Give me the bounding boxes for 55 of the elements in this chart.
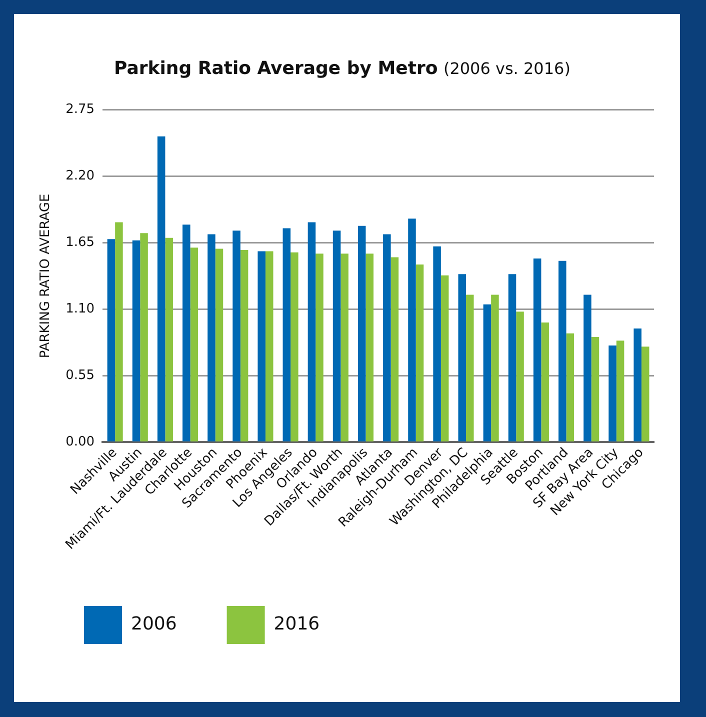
bar (608, 345, 616, 442)
bar (533, 258, 542, 442)
bar (466, 294, 474, 442)
bar (416, 264, 424, 442)
bar (132, 240, 140, 442)
bar (641, 346, 650, 442)
bar (390, 257, 399, 442)
bar (282, 228, 291, 442)
y-tick-label: 0.00 (66, 434, 95, 450)
y-axis-title: PARKING RATIO AVERAGE (38, 194, 54, 358)
y-tick-label: 1.10 (66, 302, 95, 317)
bar (516, 312, 524, 442)
bar (491, 294, 499, 442)
bar (508, 274, 516, 442)
bar (458, 274, 466, 442)
bar (308, 222, 316, 442)
bar (366, 254, 374, 442)
bar (616, 340, 624, 442)
bar (541, 322, 549, 442)
bar (358, 226, 366, 442)
bar (433, 246, 441, 442)
bar (140, 233, 148, 442)
bar (408, 218, 416, 442)
bar (258, 251, 266, 442)
bar (190, 248, 198, 442)
bar (265, 251, 274, 442)
bar (165, 238, 173, 442)
bar (340, 254, 348, 442)
legend-label: 2016 (274, 614, 320, 635)
bar (208, 234, 216, 442)
bar (591, 337, 600, 442)
bar (240, 250, 248, 442)
y-tick-label: 1.65 (66, 235, 95, 250)
bar (215, 248, 224, 442)
legend-label: 2006 (131, 614, 177, 635)
bar (290, 252, 298, 442)
bar (440, 275, 449, 442)
bar (634, 328, 642, 442)
bar (157, 136, 166, 442)
bar (107, 239, 116, 442)
bar (566, 333, 574, 442)
bar (182, 224, 190, 442)
chart-title: Parking Ratio Average by Metro (114, 58, 438, 79)
chart-subtitle: (2006 vs. 2016) (443, 59, 570, 78)
bar (584, 294, 592, 442)
y-tick-label: 2.75 (66, 102, 95, 118)
bar (332, 230, 341, 442)
bar (316, 254, 324, 442)
bar (383, 234, 391, 442)
bar (483, 304, 492, 442)
bar (232, 230, 240, 442)
bar (115, 222, 123, 442)
bar (558, 260, 566, 442)
y-tick-label: 0.55 (66, 368, 95, 384)
y-tick-label: 2.20 (66, 168, 95, 184)
